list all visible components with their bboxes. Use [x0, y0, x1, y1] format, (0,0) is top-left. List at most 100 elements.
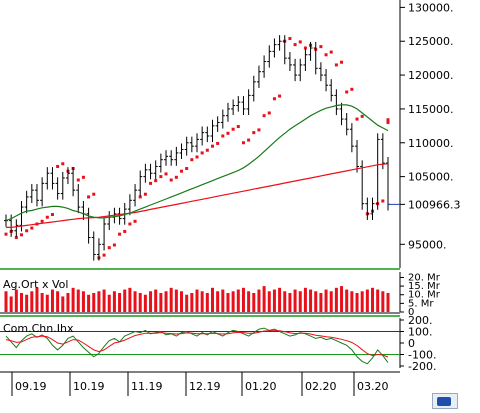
volume-bar [205, 293, 209, 312]
volume-bar [40, 293, 44, 312]
volume-bar [257, 289, 261, 312]
sar-dot [164, 172, 168, 176]
price-tick-label: 115000. [408, 103, 454, 116]
volume-bar [200, 291, 204, 312]
volume-tick-label: 0 [408, 307, 414, 318]
oscillator-panel: 200.100.0-100.-200. Com.Chn.Ihx [0, 314, 436, 373]
volume-bar [381, 291, 385, 312]
volume-bar [278, 287, 282, 312]
volume-bar [247, 291, 251, 312]
sar-dot [149, 181, 153, 185]
sar-dot [350, 87, 354, 91]
x-tick-label: 02.20 [305, 380, 337, 393]
volume-bar [71, 287, 75, 312]
sar-dot [174, 175, 178, 179]
volume-bar [288, 293, 292, 312]
volume-bar [169, 287, 173, 312]
volume-bar [35, 287, 39, 312]
volume-bar [365, 289, 369, 312]
sar-dot [14, 236, 18, 240]
long-moving-average-line [6, 163, 389, 228]
volume-bar [216, 291, 220, 312]
volume-bar [236, 289, 240, 312]
corner-button-icon [437, 397, 451, 406]
sar-dot [360, 114, 364, 118]
volume-bar [87, 294, 91, 312]
x-tick-label: 11.19 [131, 380, 163, 393]
volume-bar [371, 287, 375, 312]
sar-dot [210, 144, 214, 148]
oscillator-tick-label: -100. [408, 349, 436, 362]
sar-dot [324, 53, 328, 57]
sar-dot [221, 134, 225, 138]
sar-dot [272, 97, 276, 101]
sar-dot [61, 162, 65, 166]
sar-dot [205, 148, 209, 152]
price-panel: 130000. 125000. 120000. 115000. 110000. 10500… [0, 0, 461, 270]
price-ohlc-series [4, 35, 390, 261]
sar-dot [45, 215, 49, 219]
sar-dot [226, 131, 230, 135]
volume-tick-label: 20. Mr [408, 272, 441, 283]
volume-bar [360, 291, 364, 312]
oscillator-tick-label: 200. [408, 314, 433, 327]
volume-bar [185, 294, 189, 312]
sar-dot [381, 199, 385, 203]
sar-dot [154, 179, 158, 183]
volume-bar [107, 294, 111, 312]
sar-dot [185, 166, 189, 170]
volume-bar [143, 294, 147, 312]
oscillator-panel-title: Com.Chn.Ihx [3, 322, 74, 335]
sar-dot [267, 111, 271, 115]
volume-bar [345, 289, 349, 312]
volume-bar [303, 287, 307, 312]
sar-dot [40, 219, 44, 223]
volume-bar [118, 293, 122, 312]
scroll-corner-button[interactable] [432, 393, 458, 409]
x-tick-label: 01.20 [245, 380, 277, 393]
volume-bar [164, 291, 168, 312]
sar-dot [247, 138, 251, 142]
price-tick-label: 120000. [408, 69, 454, 82]
volume-bar [324, 289, 328, 312]
sar-dot [298, 40, 302, 44]
sar-dot [112, 243, 116, 247]
volume-bar [61, 296, 65, 312]
volume-bar [293, 289, 297, 312]
sar-dot [159, 175, 163, 179]
volume-bar [309, 289, 313, 312]
sar-dot [345, 90, 349, 94]
volume-bar [350, 291, 354, 312]
volume-bar [283, 291, 287, 312]
volume-bar [159, 293, 163, 312]
volume-bar [123, 289, 127, 312]
sar-dot [200, 151, 204, 155]
oscillator-line [5, 330, 389, 358]
sar-dot [169, 178, 173, 182]
sar-dot [180, 169, 184, 173]
volume-bar [19, 293, 23, 312]
volume-bar [25, 294, 29, 312]
volume-bar [45, 294, 49, 312]
sar-dot [143, 192, 147, 196]
sar-dot [329, 50, 333, 54]
volume-bar [56, 291, 60, 312]
sar-dot [303, 46, 307, 50]
sar-dot [102, 253, 106, 257]
volume-bar [262, 286, 266, 312]
x-tick-label: 09.19 [15, 380, 47, 393]
sar-dot [56, 164, 60, 168]
volume-bar [81, 291, 85, 312]
oscillator-tick-label: -200. [408, 360, 436, 373]
sar-dot [257, 128, 261, 132]
volume-bar [180, 291, 184, 312]
price-grid [0, 0, 401, 270]
price-tick-label: 105000. [408, 171, 454, 184]
volume-bar [30, 291, 34, 312]
volume-bar [50, 289, 54, 312]
price-tick-label: 110000. [408, 137, 454, 150]
volume-bar [355, 293, 359, 312]
volume-bar [334, 287, 338, 312]
volume-bar [76, 289, 80, 312]
